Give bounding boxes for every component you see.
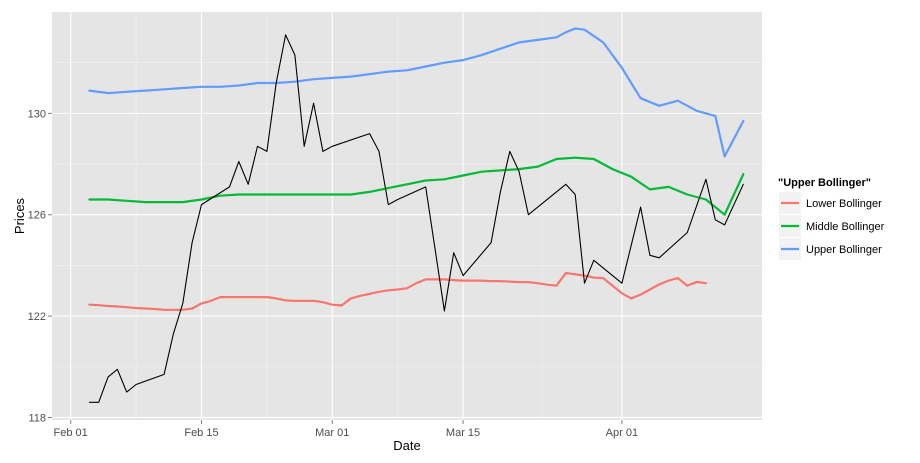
series-line-upper-bollinger: [88, 27, 745, 158]
y-tick-label: 130: [28, 108, 46, 120]
x-axis-title: Date: [393, 438, 420, 453]
series-lines: [88, 27, 745, 403]
minor-gridlines: [52, 12, 762, 420]
x-tick-label: Apr 01: [606, 427, 638, 439]
x-tick-label: Mar 01: [315, 427, 349, 439]
y-tick-label: 126: [28, 210, 46, 222]
legend-label: Lower Bollinger: [806, 198, 882, 210]
legend-label: Middle Bollinger: [806, 221, 885, 233]
series-line-price: [88, 34, 744, 403]
legend: "Upper Bollinger" Lower Bollinger Middle …: [778, 177, 885, 260]
y-tick-label: 118: [28, 412, 46, 424]
y-tick-label: 122: [28, 311, 46, 323]
x-tick-label: Feb 01: [54, 427, 88, 439]
axes: Feb 01 Feb 15 Mar 01 Mar 15 Apr 01 118 122 126 1…: [28, 108, 638, 439]
x-tick-label: Feb 15: [184, 427, 218, 439]
y-axis-title: Prices: [12, 197, 27, 234]
major-gridlines: [52, 12, 762, 420]
legend-title: "Upper Bollinger": [778, 177, 871, 189]
legend-label: Upper Bollinger: [806, 244, 882, 256]
series-line-lower-bollinger: [88, 271, 708, 311]
x-tick-label: Mar 15: [446, 427, 480, 439]
plot-panel: [52, 12, 762, 420]
series-line-middle-bollinger: [88, 156, 745, 216]
